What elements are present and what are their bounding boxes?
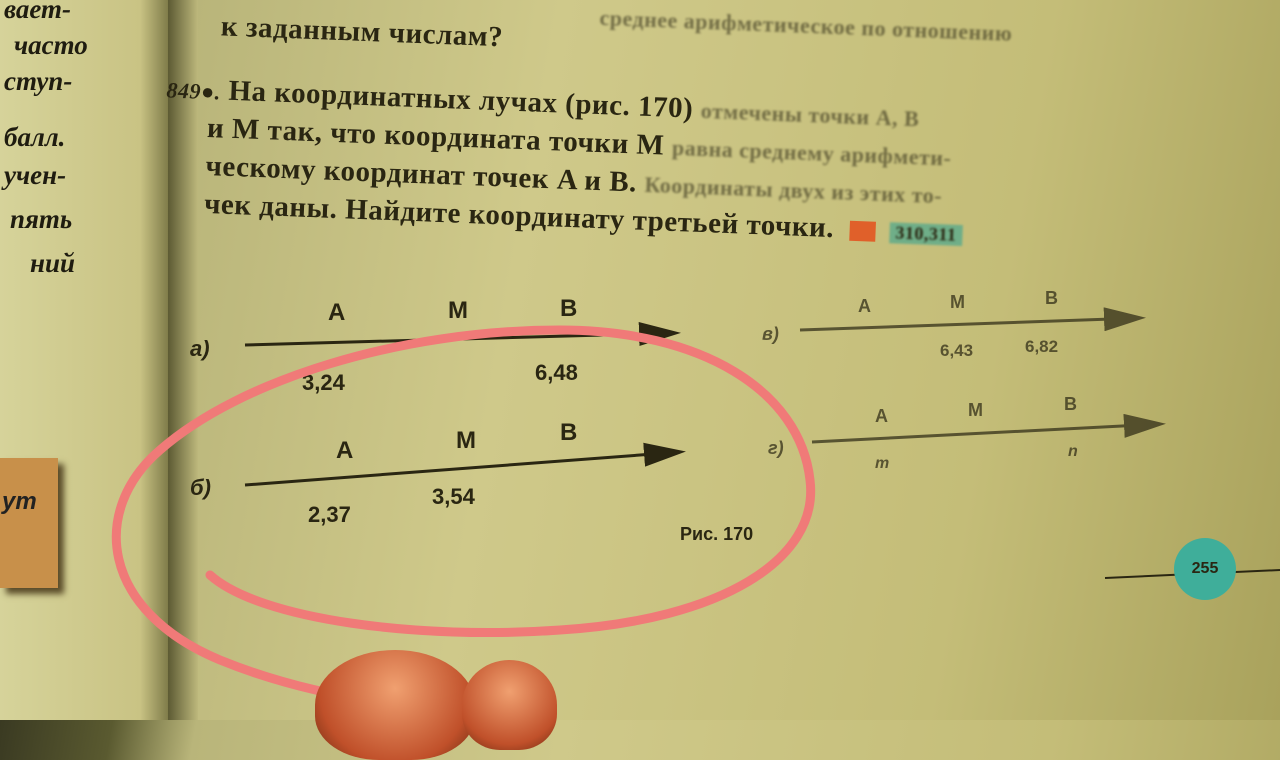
figure-v-label: в) xyxy=(762,324,779,344)
value-g-B: n xyxy=(1068,443,1078,460)
left-text: часто xyxy=(14,30,88,60)
left-text: ний xyxy=(30,248,76,278)
finger xyxy=(462,660,557,750)
ray-b xyxy=(244,442,686,487)
value-g-A: m xyxy=(875,455,889,472)
value-b-M: 3,54 xyxy=(432,484,476,509)
section-tab-label: ут xyxy=(2,488,37,515)
point-b-A: A xyxy=(336,437,353,464)
book-gutter xyxy=(168,0,198,720)
highlight-circle xyxy=(111,325,816,720)
value-v-M: 6,43 xyxy=(940,341,973,360)
section-tab: ут xyxy=(0,458,58,588)
finger xyxy=(315,650,475,760)
ray-g xyxy=(811,413,1166,444)
point-g-A: A xyxy=(875,406,888,426)
figure-a-label: а) xyxy=(190,336,210,361)
left-text: балл. xyxy=(4,122,66,152)
page-number: 255 xyxy=(1191,560,1219,577)
left-text: ступ- xyxy=(4,66,73,96)
value-b-A: 2,37 xyxy=(308,502,351,527)
point-a-M: M xyxy=(448,297,468,324)
value-v-B: 6,82 xyxy=(1025,337,1058,356)
point-g-B: B xyxy=(1064,394,1077,414)
value-a-B: 6,48 xyxy=(535,360,578,385)
point-v-M: M xyxy=(950,292,965,312)
point-v-B: B xyxy=(1045,288,1058,308)
point-b-M: M xyxy=(456,427,476,454)
page-number-badge: 255 xyxy=(1174,538,1236,600)
point-a-A: A xyxy=(328,299,345,326)
figure-g-label: г) xyxy=(768,438,784,458)
left-page: вает- часто ступ- балл. учен- пять ний у… xyxy=(0,0,175,720)
point-b-B: B xyxy=(560,419,577,446)
left-text: учен- xyxy=(4,160,67,190)
figure-caption: Рис. 170 xyxy=(680,524,753,544)
point-g-M: M xyxy=(968,400,983,420)
left-text: пять xyxy=(10,204,73,234)
point-v-A: A xyxy=(858,296,871,316)
point-a-B: B xyxy=(560,295,577,322)
figure-170: а) A M B 3,24 6,48 б) A M B 2,37 3,54 Ри… xyxy=(111,288,1280,720)
ray-v xyxy=(799,307,1146,332)
figure-b-label: б) xyxy=(190,475,211,500)
left-text: вает- xyxy=(4,0,71,24)
